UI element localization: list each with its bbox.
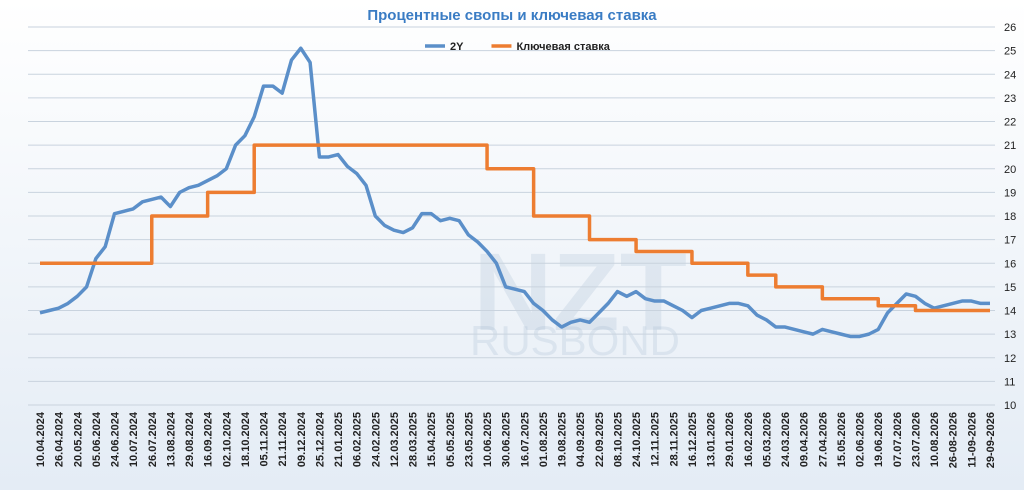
y-tick-label: 10: [1004, 400, 1016, 412]
x-tick-label: 19.08.2025: [557, 412, 569, 467]
y-tick-label: 26: [1004, 22, 1016, 34]
x-tick-label: 05.03.2026: [761, 412, 773, 467]
x-tick-label: 06.02.2025: [352, 412, 364, 467]
x-tick-label: 22.09.2025: [594, 412, 606, 467]
x-tick-label: 13.01.2026: [706, 412, 718, 467]
x-tick-label: 04.09.2025: [575, 412, 587, 467]
y-tick-label: 11: [1004, 376, 1015, 388]
x-tick-label: 05.05.2025: [445, 412, 457, 467]
y-tick-label: 19: [1004, 187, 1016, 199]
x-tick-label: 10.04.2024: [35, 411, 47, 467]
legend-label: 2Y: [450, 41, 464, 53]
watermark: RUSBOND: [470, 317, 680, 364]
x-tick-label: 08.10.2025: [612, 412, 624, 467]
y-tick-label: 20: [1004, 164, 1016, 176]
x-tick-label: 09.12.2024: [296, 411, 308, 467]
x-tick-label: 24.10.2025: [631, 412, 643, 467]
chart-title: Процентные свопы и ключевая ставка: [367, 7, 657, 24]
x-tick-label: 15.05.2026: [836, 412, 848, 467]
y-tick-label: 18: [1004, 211, 1016, 223]
x-tick-label: 20.05.2024: [72, 411, 84, 467]
y-tick-label: 15: [1004, 282, 1016, 294]
x-tick-label: 30.06.2025: [501, 412, 513, 467]
x-tick-label: 15.04.2025: [426, 412, 438, 467]
x-tick-label: 16.02.2026: [743, 412, 755, 467]
y-tick-label: 17: [1004, 235, 1016, 247]
x-tick-label: 26-08-2026: [948, 412, 960, 468]
x-tick-label: 23.07.2026: [910, 412, 922, 467]
y-tick-label: 23: [1004, 93, 1016, 105]
x-tick-label: 05.11.2024: [259, 411, 271, 466]
x-tick-label: 24.03.2026: [780, 412, 792, 467]
legend-label: Ключевая ставка: [516, 41, 610, 53]
x-tick-label: 01.08.2025: [538, 412, 550, 467]
x-tick-label: 10.08.2026: [929, 412, 941, 467]
x-tick-label: 16.12.2025: [687, 412, 699, 467]
x-tick-label: 10.06.2025: [482, 412, 494, 467]
x-tick-label: 16.09.2024: [203, 411, 215, 467]
y-tick-label: 12: [1004, 353, 1016, 365]
x-tick-label: 27.04.2026: [817, 412, 829, 467]
y-tick-label: 25: [1004, 46, 1016, 58]
x-tick-label: 02.10.2024: [221, 411, 233, 467]
x-tick-label: 29-09-2026: [985, 412, 997, 468]
x-tick-label: 19.06.2026: [873, 412, 885, 467]
x-tick-label: 23.05.2025: [463, 412, 475, 467]
y-tick-label: 13: [1004, 329, 1016, 341]
x-tick-label: 12.03.2025: [389, 412, 401, 467]
x-tick-label: 29.08.2024: [184, 411, 196, 467]
x-tick-label: 24.06.2024: [110, 411, 122, 467]
x-tick-label: 21.01.2025: [333, 412, 345, 467]
line-series: [39, 46, 990, 339]
y-tick-label: 21: [1004, 140, 1016, 152]
x-tick-label: 13.08.2024: [165, 411, 177, 467]
x-tick-label: 10.07.2024: [128, 411, 140, 467]
x-tick-label: 05.06.2024: [91, 411, 103, 467]
y-tick-label: 14: [1004, 306, 1016, 318]
x-tick-label: 26.07.2024: [147, 411, 159, 467]
x-tick-label: 21.11.2024: [277, 411, 289, 466]
x-tick-label: 07.07.2026: [892, 412, 904, 467]
x-tick-label: 18.10.2024: [240, 411, 252, 467]
y-tick-label: 22: [1004, 117, 1016, 129]
x-tick-label: 16.07.2025: [519, 412, 531, 467]
x-tick-label: 28.03.2025: [408, 412, 420, 467]
x-tick-label: 25.12.2024: [314, 411, 326, 467]
x-tick-label: 24.02.2025: [370, 412, 382, 467]
x-tick-label: 29.01.2026: [724, 412, 736, 467]
y-tick-label: 16: [1004, 258, 1016, 270]
line-series: [40, 143, 990, 313]
x-tick-label: 26.04.2024: [54, 411, 66, 467]
y-tick-label: 24: [1004, 69, 1016, 81]
x-tick-label: 28.11.2025: [668, 412, 680, 466]
x-tick-label: 11-09-2026: [966, 412, 978, 468]
x-tick-label: 02.06.2026: [855, 412, 867, 467]
x-tick-label: 12.11.2025: [650, 412, 662, 466]
x-tick-label: 09.04.2026: [799, 412, 811, 467]
